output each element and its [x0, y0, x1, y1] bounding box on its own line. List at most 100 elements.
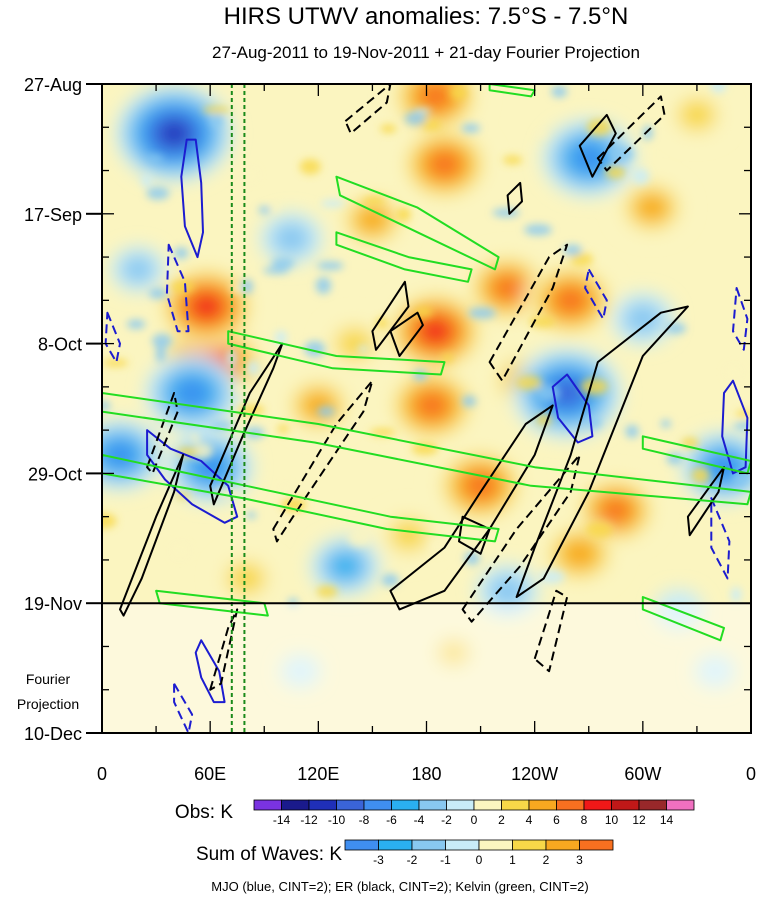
- anomaly-speckle: [710, 84, 727, 93]
- anomaly-blob: [105, 442, 135, 468]
- colorbar-swatch: [308, 799, 337, 811]
- anomaly-blob: [554, 286, 587, 314]
- anomaly-speckle: [369, 428, 396, 437]
- colorbar-tick-label: 6: [553, 813, 560, 827]
- anomaly-speckle: [625, 424, 639, 439]
- wave-contours: [102, 84, 751, 733]
- anomaly-speckle: [258, 205, 271, 214]
- colorbar-tick-label: 2: [498, 813, 505, 827]
- anomaly-blob: [272, 222, 311, 255]
- colorbar-swatch: [583, 799, 612, 811]
- anomaly-speckle: [148, 287, 168, 299]
- colorbar-swatch: [579, 839, 614, 851]
- anomaly-speckle: [170, 280, 195, 293]
- anomaly-speckle: [642, 125, 653, 141]
- y-tick-label: 8-Oct: [38, 335, 82, 355]
- anomaly-speckle: [147, 155, 163, 163]
- anomaly-blob: [280, 654, 320, 688]
- colorbar-tick-label: -1: [440, 853, 451, 867]
- kelvin-contour-pos: [641, 596, 725, 642]
- kelvin-contour-pos: [488, 84, 536, 98]
- anomaly-blob: [492, 275, 523, 301]
- anomaly-speckle: [632, 168, 650, 185]
- anomaly-speckle: [299, 158, 321, 175]
- anomaly-blob: [562, 539, 598, 569]
- anomaly-speckle: [240, 279, 254, 294]
- anomaly-speckle: [730, 587, 742, 603]
- colorbar-swatch: [378, 839, 413, 851]
- colorbar-tick-label: 3: [576, 853, 583, 867]
- anomaly-speckle: [413, 369, 428, 381]
- colorbar-tick-label: 10: [605, 813, 619, 827]
- colorbar-swatch: [411, 839, 446, 851]
- anomaly-speckle: [570, 252, 593, 267]
- mjo-contour-pos: [180, 138, 204, 259]
- anomaly-speckle: [539, 569, 565, 584]
- contour-legend: MJO (blue, CINT=2); ER (black, CINT=2); …: [211, 879, 588, 894]
- colorbar-tick-label: 4: [526, 813, 533, 827]
- colorbar-tick-label: 1: [509, 853, 516, 867]
- kelvin-contour-pos: [155, 589, 269, 617]
- obs-colorbar: Obs: K -14 -12 -10 -8 -6 -4 -2 0 2 4 6 8 10 12 14: [175, 799, 695, 827]
- anomaly-speckle: [724, 364, 742, 380]
- projection-region-shade: [102, 604, 751, 733]
- colorbar-swatch: [545, 839, 580, 851]
- chart-subtitle: 27-Aug-2011 to 19-Nov-2011 + 21-day Four…: [212, 43, 640, 62]
- waves-colorbar: Sum of Waves: K -3 -2 -1 0 1 2 3: [196, 839, 614, 867]
- colorbar-tick-label: -2: [441, 813, 452, 827]
- mjo-contour-pos: [194, 639, 226, 704]
- anomaly-speckle: [732, 471, 750, 486]
- anomaly-speckle: [191, 442, 214, 460]
- er-contour-pos: [686, 466, 725, 537]
- anomaly-blob: [695, 654, 735, 688]
- anomaly-speckle: [380, 124, 397, 134]
- anomaly-speckle: [232, 384, 252, 393]
- anomaly-speckle: [146, 186, 170, 200]
- er-contour-neg: [344, 84, 392, 135]
- colorbar-swatch: [391, 799, 420, 811]
- kelvin-contour-pos: [227, 330, 446, 376]
- anomaly-speckle: [152, 333, 173, 349]
- anomaly-speckle: [461, 123, 481, 133]
- er-contour-neg: [488, 243, 569, 382]
- anomaly-speckle: [468, 307, 497, 319]
- anomaly-speckle: [173, 247, 189, 260]
- mjo-contour-neg: [104, 311, 121, 364]
- kelvin-contour-pos: [335, 231, 473, 283]
- plot-area: [102, 84, 751, 733]
- anomaly-blob: [195, 454, 226, 480]
- colorbar-swatch: [336, 799, 365, 811]
- anomaly-speckle: [586, 521, 613, 538]
- x-tick-label: 0: [746, 764, 756, 784]
- er-contour-pos: [458, 515, 491, 555]
- anomaly-speckle: [103, 358, 129, 367]
- anomaly-blob: [488, 574, 527, 607]
- er-contour-neg: [209, 608, 239, 691]
- y-tick-label: 19-Nov: [24, 594, 82, 614]
- anomaly-blob: [428, 150, 461, 178]
- anomaly-speckle: [528, 316, 555, 328]
- colorbar-title: Obs: K: [175, 802, 233, 823]
- anomaly-speckle: [274, 330, 287, 345]
- x-axis: 0 60E 120E 180 120W 60W 0: [97, 84, 756, 784]
- x-tick-label: 120E: [297, 764, 339, 784]
- mjo-contour-neg: [732, 287, 749, 351]
- anomaly-speckle: [242, 167, 259, 183]
- anomaly-blob: [415, 391, 449, 419]
- colorbar-tick-label: -14: [273, 813, 291, 827]
- colorbar-tick-label: -12: [300, 813, 318, 827]
- colorbar-tick-label: -6: [386, 813, 397, 827]
- anomaly-speckle: [733, 422, 751, 431]
- colorbar-swatch: [528, 799, 557, 811]
- er-contour-pos: [371, 280, 410, 351]
- anomaly-blob: [159, 682, 207, 722]
- mjo-contour-pos: [551, 373, 594, 444]
- chart-title: HIRS UTWV anomalies: 7.5°S - 7.5°N: [224, 3, 629, 30]
- y-tick-label: 27-Aug: [24, 75, 82, 95]
- x-tick-label: 120W: [511, 764, 558, 784]
- x-tick-label: 0: [97, 764, 107, 784]
- er-contour-pos: [389, 311, 424, 357]
- anomaly-speckle: [691, 467, 710, 484]
- anomaly-speckle: [404, 111, 427, 126]
